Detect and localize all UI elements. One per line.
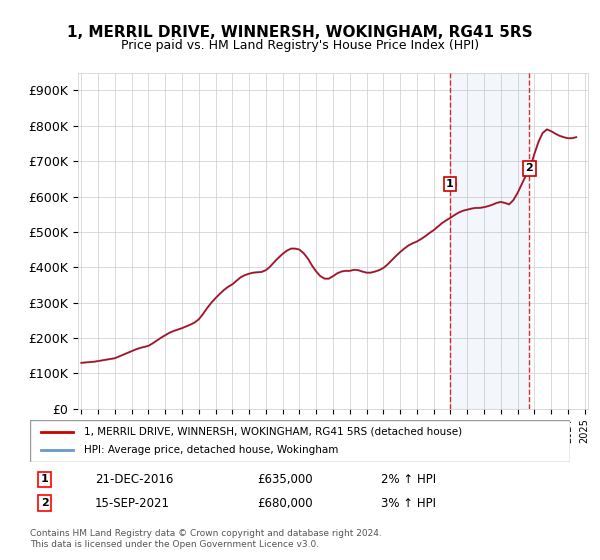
Text: 1: 1 xyxy=(446,179,454,189)
Bar xyxy=(450,73,529,409)
Text: Contains HM Land Registry data © Crown copyright and database right 2024.
This d: Contains HM Land Registry data © Crown c… xyxy=(30,529,382,549)
FancyBboxPatch shape xyxy=(30,420,570,462)
Text: 1, MERRIL DRIVE, WINNERSH, WOKINGHAM, RG41 5RS: 1, MERRIL DRIVE, WINNERSH, WOKINGHAM, RG… xyxy=(67,25,533,40)
Text: 2: 2 xyxy=(526,164,533,173)
Text: 15-SEP-2021: 15-SEP-2021 xyxy=(95,497,170,510)
Text: 2% ↑ HPI: 2% ↑ HPI xyxy=(381,473,436,486)
Text: 2: 2 xyxy=(41,498,49,508)
Text: 1, MERRIL DRIVE, WINNERSH, WOKINGHAM, RG41 5RS (detached house): 1, MERRIL DRIVE, WINNERSH, WOKINGHAM, RG… xyxy=(84,427,462,437)
Text: 1: 1 xyxy=(41,474,49,484)
Text: £635,000: £635,000 xyxy=(257,473,313,486)
Text: HPI: Average price, detached house, Wokingham: HPI: Average price, detached house, Woki… xyxy=(84,445,338,455)
Text: £680,000: £680,000 xyxy=(257,497,313,510)
Text: Price paid vs. HM Land Registry's House Price Index (HPI): Price paid vs. HM Land Registry's House … xyxy=(121,39,479,52)
Text: 3% ↑ HPI: 3% ↑ HPI xyxy=(381,497,436,510)
Text: 21-DEC-2016: 21-DEC-2016 xyxy=(95,473,173,486)
